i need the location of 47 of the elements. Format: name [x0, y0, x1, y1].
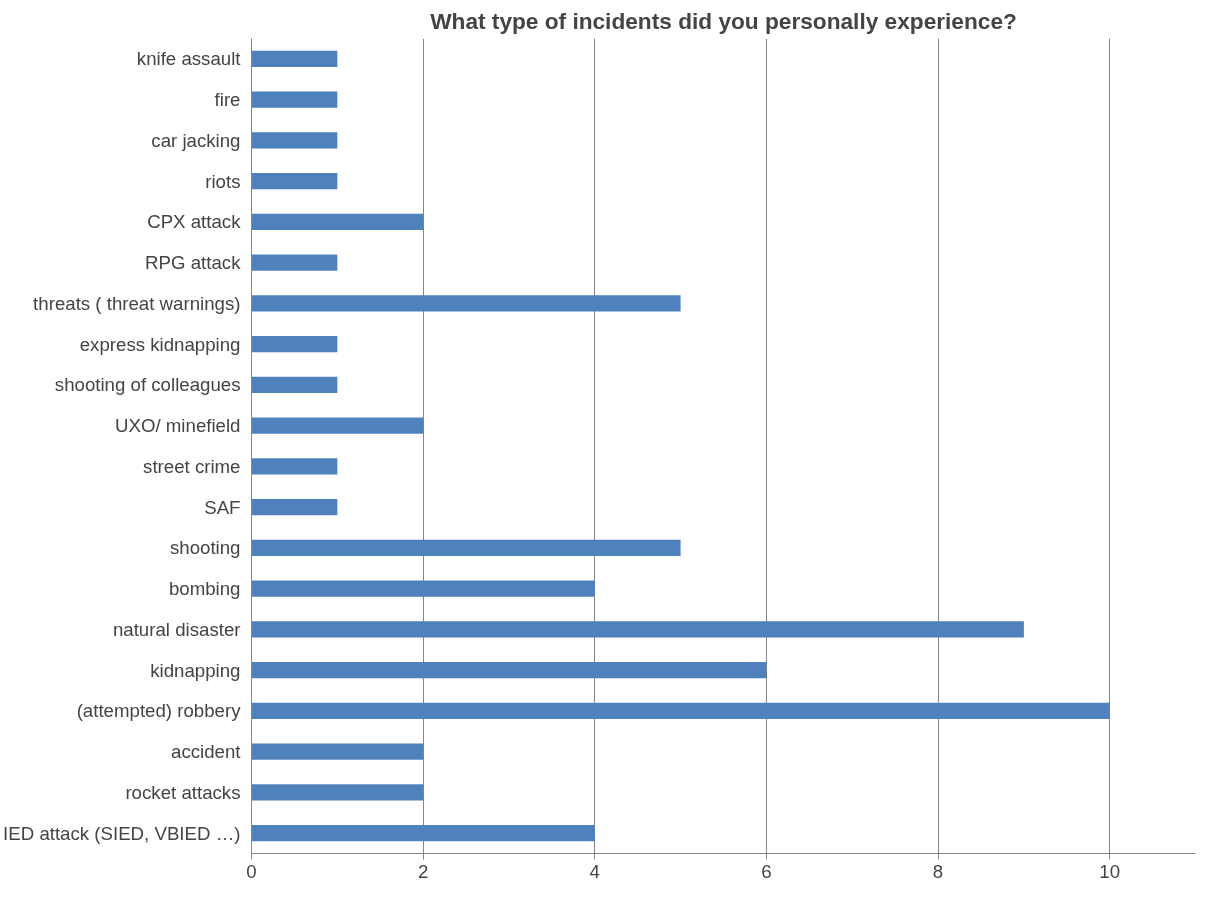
y-tick-label: shooting [169, 537, 241, 559]
bar [251, 213, 424, 231]
bar [251, 91, 338, 108]
y-tick-label: IED attack (SIED, VBIED …) [3, 822, 241, 844]
y-tick-label: bombing [168, 578, 241, 600]
y-tick-label: natural disaster [112, 618, 241, 640]
y-tick-label: street crime [143, 455, 241, 477]
y-tick-label: (attempted) robbery [76, 700, 242, 722]
bar [251, 824, 595, 842]
bar [251, 295, 681, 312]
x-tick-label: 4 [589, 860, 600, 882]
bar [251, 254, 338, 271]
y-tick-label: RPG attack [145, 252, 242, 274]
chart-title: What type of incidents did you personally experience? [430, 7, 1017, 34]
bar [251, 50, 338, 68]
y-tick-label: kidnapping [150, 659, 241, 681]
y-tick-label: car jacking [151, 129, 241, 151]
bar [251, 743, 424, 760]
y-tick-label: CPX attack [147, 211, 242, 233]
bar [251, 661, 767, 679]
bar [251, 580, 595, 597]
bar [251, 335, 338, 353]
x-tick-label: 10 [1099, 860, 1121, 882]
bar [251, 784, 424, 801]
bar [251, 539, 681, 557]
bar [251, 172, 338, 190]
y-tick-label: rocket attacks [125, 781, 241, 803]
bar [251, 621, 1024, 638]
bar [251, 376, 338, 394]
bar [251, 132, 338, 149]
y-tick-label: UXO/ minefield [115, 415, 241, 437]
y-tick-label: riots [205, 170, 241, 192]
y-tick-label: SAF [204, 496, 241, 518]
y-tick-label: knife assault [136, 48, 242, 70]
x-tick-label: 8 [932, 860, 944, 882]
x-tick-label: 2 [417, 860, 429, 882]
bar [251, 702, 1110, 720]
y-tick-label: shooting of colleagues [54, 374, 241, 396]
y-tick-label: threats ( threat warnings) [33, 292, 241, 314]
bar [251, 458, 338, 475]
bar [251, 498, 338, 516]
y-tick-label: express kidnapping [79, 333, 241, 355]
bar [251, 417, 424, 434]
y-tick-label: fire [214, 89, 241, 111]
y-tick-label: accident [171, 741, 242, 763]
x-tick-label: 6 [761, 860, 772, 882]
x-tick-label: 0 [246, 860, 257, 882]
